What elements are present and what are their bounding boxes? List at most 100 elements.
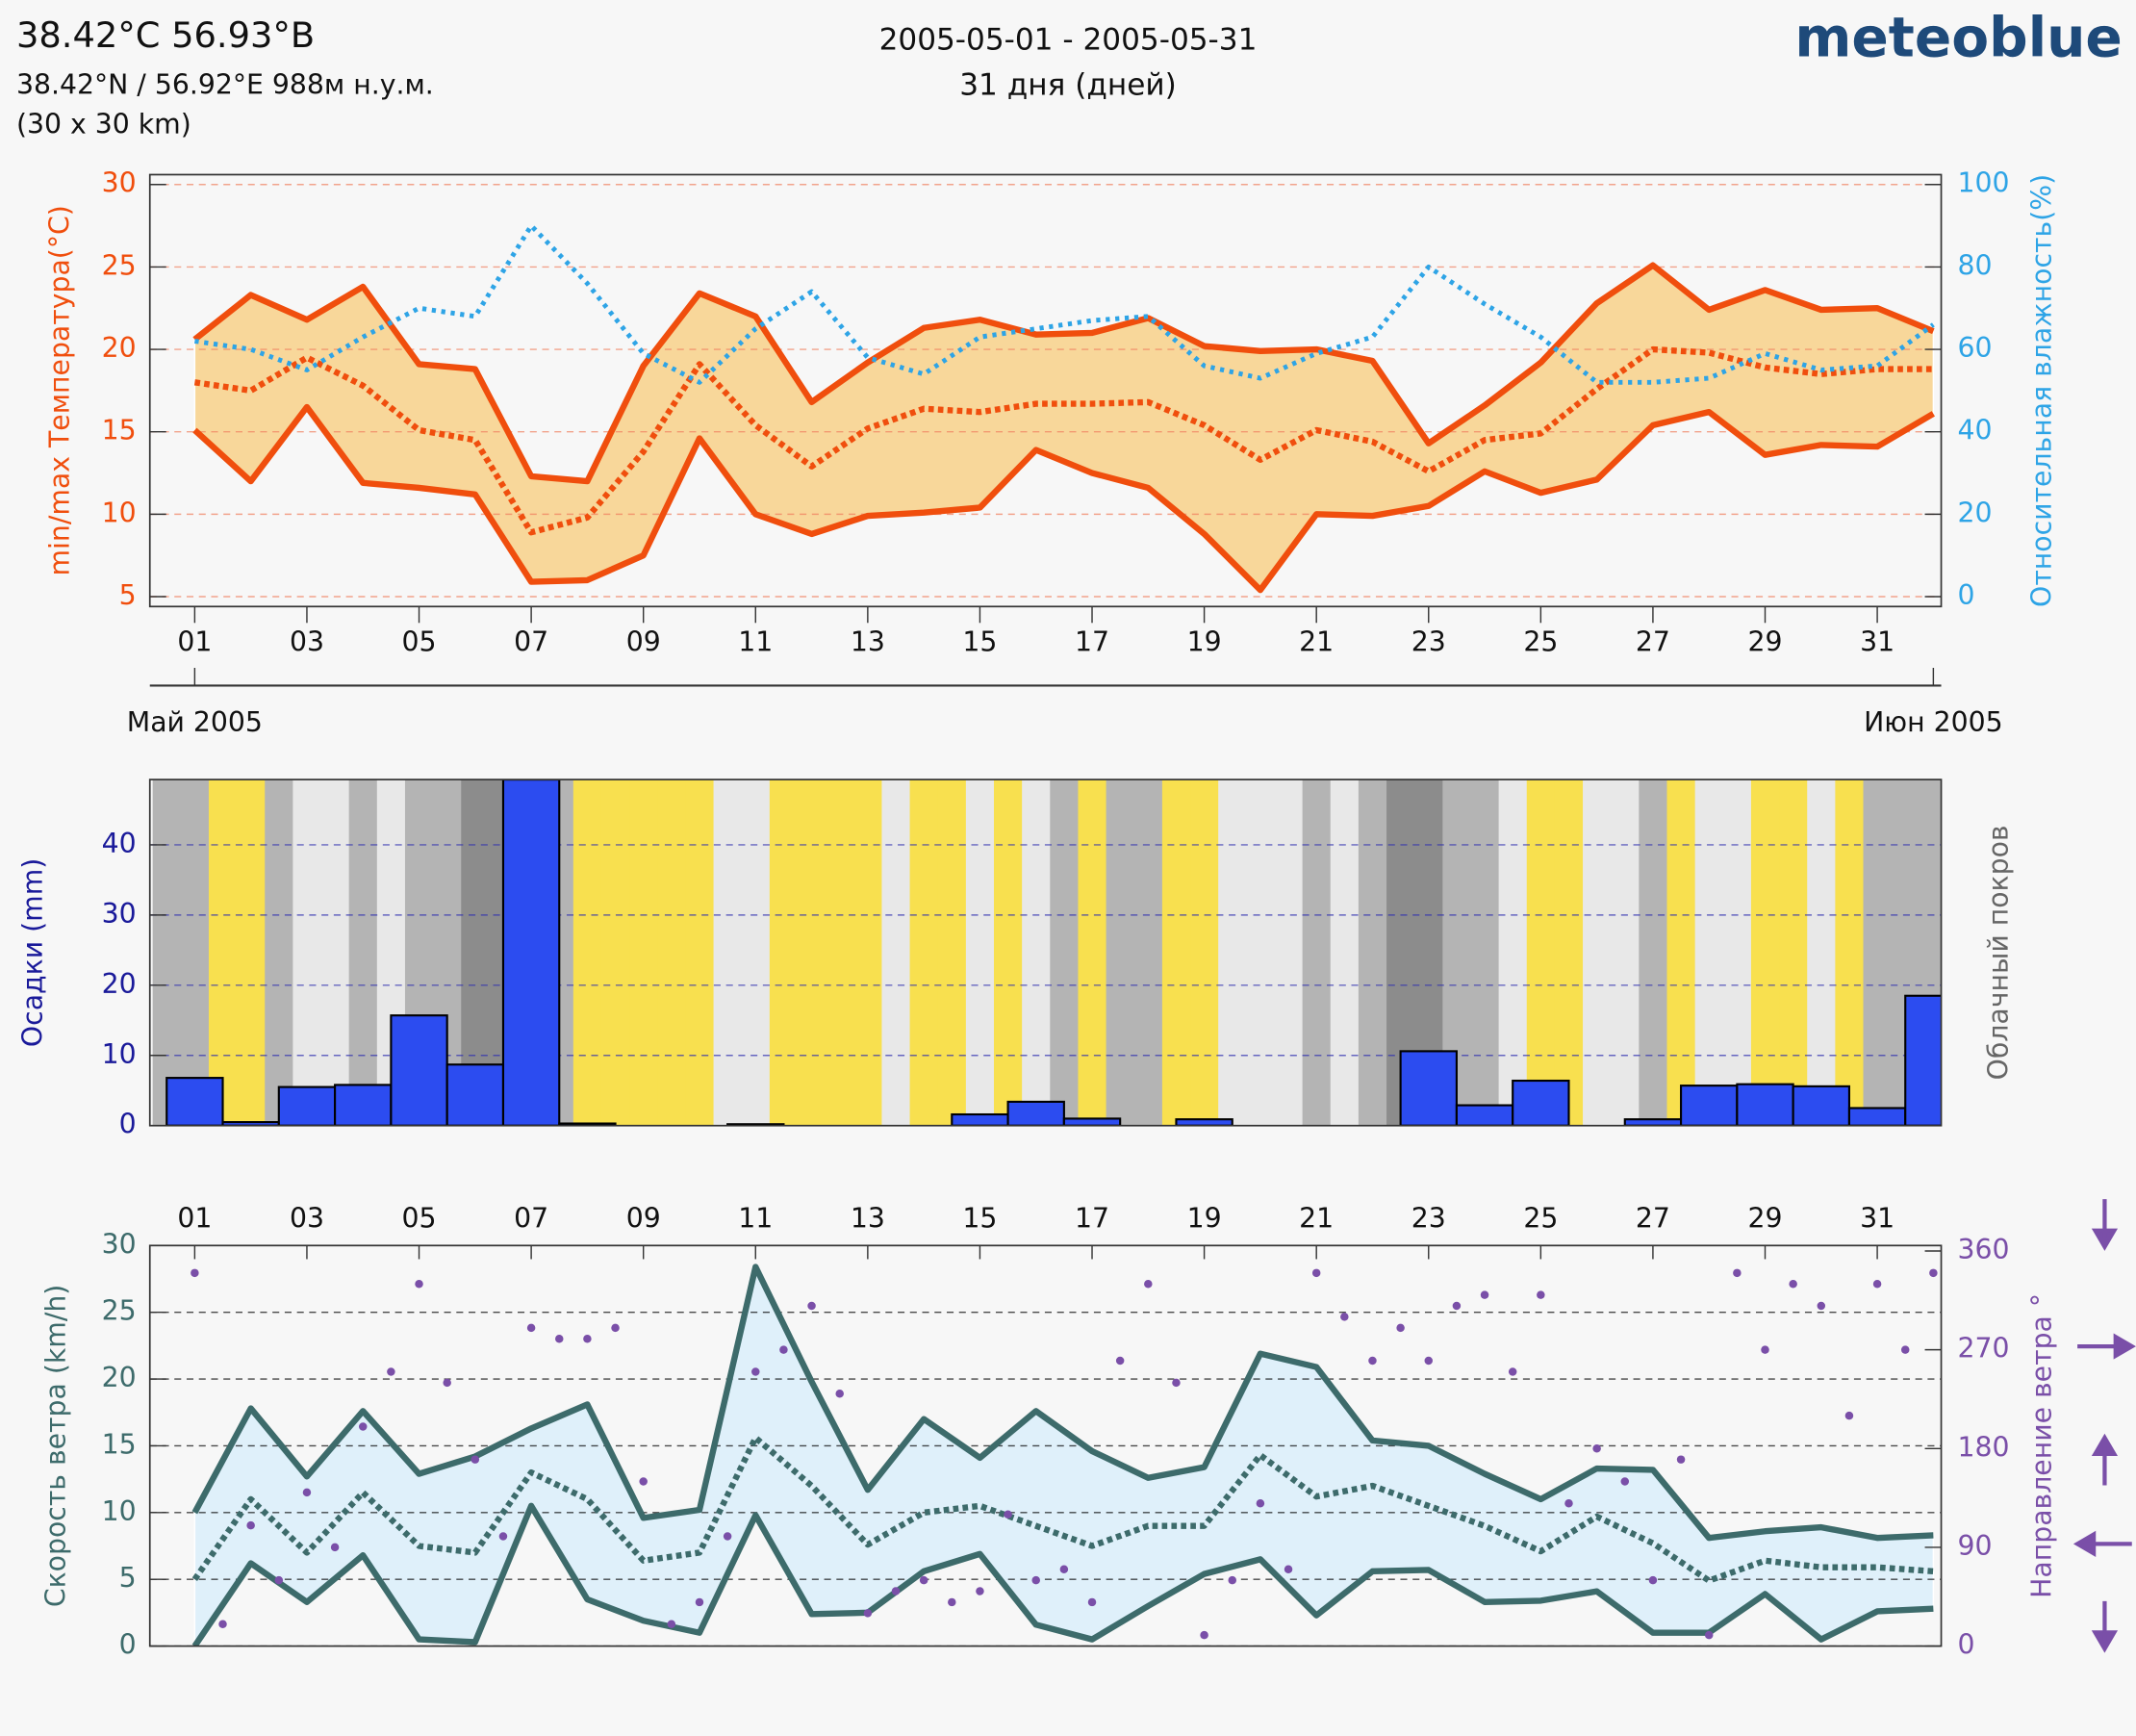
x-tick-label: 05 <box>402 1202 437 1234</box>
cloud-stripe <box>208 779 238 1126</box>
arrow-north <box>2091 1600 2119 1653</box>
cloud-stripe <box>1807 779 1837 1126</box>
wind-direction-dot <box>835 1390 844 1398</box>
wind-direction-dot <box>302 1488 312 1497</box>
x-tick-label: 07 <box>514 626 548 658</box>
wind-direction-dot <box>1004 1510 1012 1519</box>
wind-direction-dot <box>1200 1630 1208 1640</box>
cloud-stripe <box>909 779 939 1126</box>
y-tick-label: 20 <box>102 968 137 1000</box>
cloud-stripe <box>657 779 687 1126</box>
bar <box>1455 1104 1514 1126</box>
cloud-stripe <box>741 779 771 1126</box>
y-tick-label: 10 <box>102 1495 137 1527</box>
wind-direction-dot <box>891 1587 901 1596</box>
x-tick-label: 23 <box>1411 626 1446 658</box>
y2-tick-label: 90 <box>1958 1530 1993 1562</box>
wind-direction-dot <box>1620 1477 1630 1486</box>
cloud-stripe <box>600 779 630 1126</box>
wind-direction-dot <box>919 1575 928 1585</box>
cloud-stripe <box>180 779 210 1126</box>
wind-direction-dot <box>387 1367 395 1376</box>
wind-direction-dot <box>1424 1356 1434 1366</box>
range-band <box>193 264 1935 592</box>
cloud-stripe <box>1779 779 1808 1126</box>
bar <box>1792 1085 1851 1126</box>
plot-area <box>149 779 1942 1126</box>
cloud-stripe <box>1639 779 1668 1126</box>
cloud-stripe <box>797 779 826 1126</box>
y-axis-label: min/max Температура(°C) <box>44 205 76 575</box>
x-tick-label: 03 <box>290 1202 324 1234</box>
y-tick-label: 30 <box>102 167 137 199</box>
cloud-stripe <box>1161 779 1191 1126</box>
bar <box>1847 1107 1907 1126</box>
cloud-stripe <box>265 779 294 1126</box>
wind-direction-dot <box>1844 1411 1854 1420</box>
x-tick-label: 11 <box>738 626 773 658</box>
wind-direction-dot <box>246 1520 255 1530</box>
bar <box>1006 1100 1065 1126</box>
series-line <box>193 345 1934 536</box>
wind-direction-dot <box>1452 1301 1462 1311</box>
bar <box>277 1085 337 1126</box>
cloud-stripe <box>1050 779 1080 1126</box>
y2-tick-label: 40 <box>1958 415 1993 447</box>
wind-direction-dot <box>330 1543 340 1552</box>
cloud-stripe <box>1666 779 1696 1126</box>
cloud-stripe <box>1526 779 1556 1126</box>
wind-direction-dot <box>1115 1356 1125 1366</box>
wind-direction-dot <box>639 1477 648 1486</box>
wind-direction-dot <box>1031 1575 1040 1585</box>
bar <box>1736 1083 1794 1126</box>
cloud-stripe <box>1358 779 1387 1126</box>
wind-direction-dot <box>1256 1499 1265 1508</box>
arrow-south <box>2091 1433 2119 1486</box>
cloud-stripe <box>1583 779 1612 1126</box>
cloud-stripe <box>1498 779 1528 1126</box>
wind-direction-dot <box>1340 1313 1349 1321</box>
y-tick-label: 5 <box>119 1562 137 1594</box>
bar <box>445 1063 505 1126</box>
y-axis-label: Осадки (mm) <box>16 858 48 1047</box>
bar <box>1904 994 1942 1126</box>
cloud-stripe <box>1274 779 1304 1126</box>
wind-direction-dot <box>695 1597 704 1607</box>
wind-direction-dot <box>667 1620 676 1628</box>
wind-direction-dot <box>1144 1279 1153 1289</box>
x-tick-label: 01 <box>177 1202 212 1234</box>
y-tick-label: 20 <box>102 332 137 364</box>
x-tick-label: 21 <box>1299 626 1334 658</box>
resolution: (30 x 30 km) <box>16 109 191 140</box>
cloud-stripe <box>1694 779 1724 1126</box>
series-line <box>192 403 1935 594</box>
plot-frame <box>148 779 1943 1127</box>
cloud-stripe <box>1750 779 1780 1126</box>
wind-direction-dot <box>1564 1499 1573 1508</box>
days-count: 31 дня (дней) <box>959 67 1177 102</box>
y-tick-label: 10 <box>102 1038 137 1070</box>
cloud-stripe <box>320 779 350 1126</box>
cloud-stripe <box>1133 779 1163 1126</box>
cloud-stripe <box>348 779 378 1126</box>
y-tick-label: 5 <box>119 579 137 611</box>
wind-direction-dot <box>1087 1597 1097 1607</box>
cloud-stripe <box>994 779 1023 1126</box>
x-tick-label: 05 <box>402 626 437 658</box>
y-tick-label: 30 <box>102 1228 137 1260</box>
series-line <box>191 1502 1934 1647</box>
wind-direction-dot <box>779 1345 788 1354</box>
y2-tick-label: 60 <box>1958 332 1993 364</box>
bar <box>165 1077 224 1126</box>
y2-tick-label: 100 <box>1958 167 2010 199</box>
cloud-stripe <box>853 779 883 1126</box>
bar <box>334 1084 393 1126</box>
wind-direction-dot <box>1172 1378 1181 1388</box>
cloud-stripe <box>1554 779 1584 1126</box>
cloud-stripe <box>629 779 658 1126</box>
wind-direction-dot <box>1508 1367 1517 1376</box>
wind-direction-dot <box>1761 1345 1769 1354</box>
wind-direction-dot <box>1872 1279 1882 1289</box>
x-tick-label: 25 <box>1523 626 1558 658</box>
